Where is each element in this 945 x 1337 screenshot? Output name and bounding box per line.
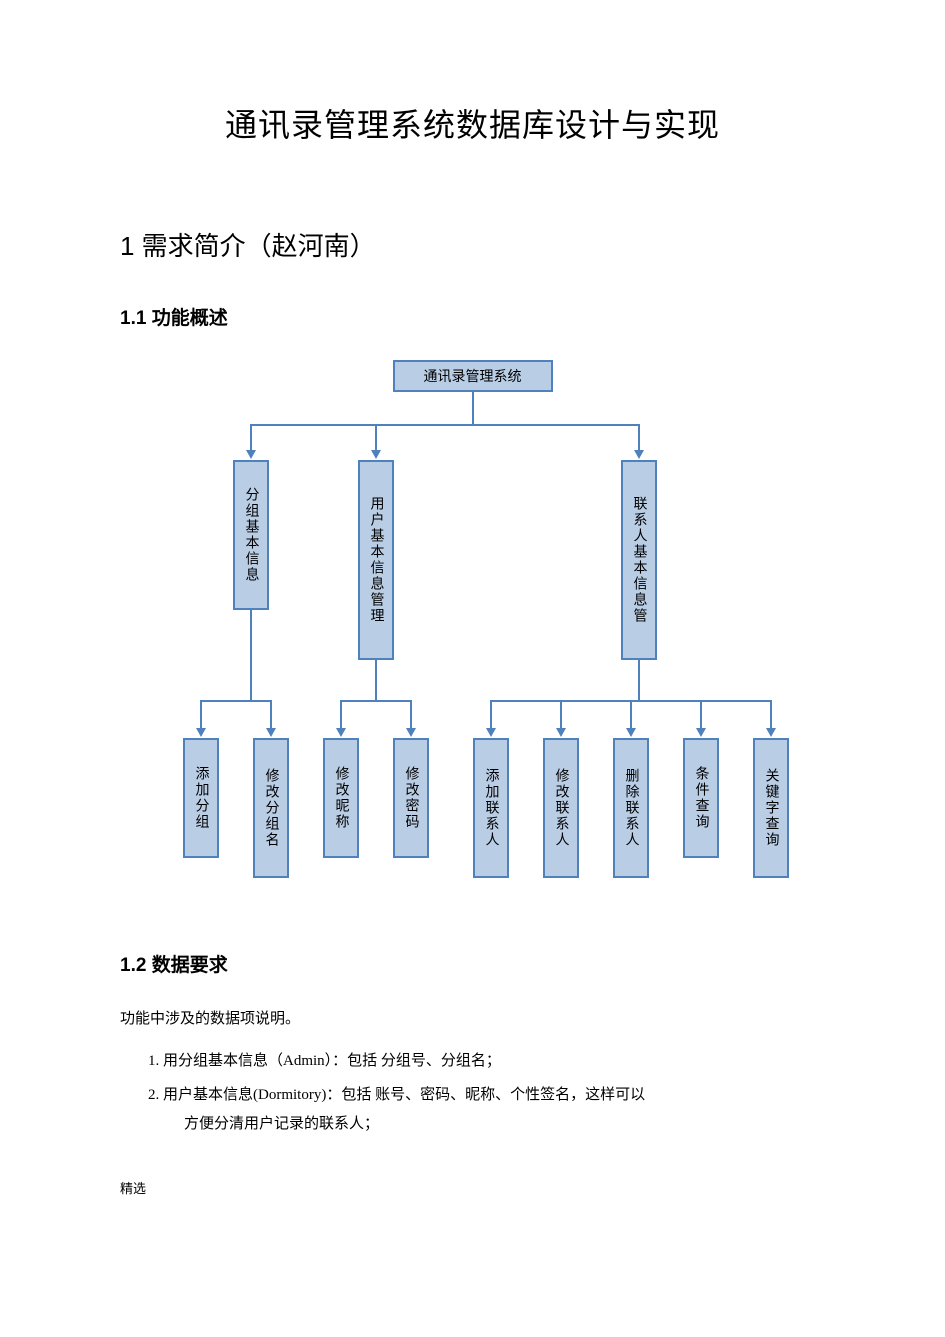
arrowhead-icon	[406, 728, 416, 737]
connector-v	[375, 424, 377, 450]
connector-v	[250, 610, 252, 700]
section-1-2-heading: 1.2 数据要求	[120, 950, 825, 977]
connector-v	[638, 660, 640, 700]
flowchart-node-l8: 条件查询	[683, 738, 719, 858]
flowchart-node-l7: 删除联系人	[613, 738, 649, 878]
connector-h	[341, 700, 411, 702]
flowchart-node-m2: 用户基本信息管理	[358, 460, 394, 660]
connector-v	[200, 700, 202, 728]
section-1-1-heading: 1.1 功能概述	[120, 303, 825, 330]
list-item-2-line2: 方便分清用户记录的联系人；	[148, 1110, 825, 1139]
body-intro-text: 功能中涉及的数据项说明。	[120, 1007, 825, 1033]
footer-text: 精选	[120, 1178, 825, 1197]
hierarchy-flowchart: 通讯录管理系统分组基本信息用户基本信息管理联系人基本信息管添加分组修改分组名修改…	[153, 360, 793, 900]
flowchart-node-l2: 修改分组名	[253, 738, 289, 878]
flowchart-node-l6: 修改联系人	[543, 738, 579, 878]
connector-v	[638, 424, 640, 450]
flowchart-node-l3: 修改昵称	[323, 738, 359, 858]
connector-v	[472, 392, 474, 424]
connector-v	[410, 700, 412, 728]
flowchart-node-l1: 添加分组	[183, 738, 219, 858]
connector-h	[201, 700, 271, 702]
arrowhead-icon	[626, 728, 636, 737]
connector-v	[250, 424, 252, 450]
arrowhead-icon	[266, 728, 276, 737]
connector-v	[630, 700, 632, 728]
arrowhead-icon	[486, 728, 496, 737]
arrowhead-icon	[246, 450, 256, 459]
document-title: 通讯录管理系统数据库设计与实现	[120, 100, 825, 146]
arrowhead-icon	[696, 728, 706, 737]
connector-v	[700, 700, 702, 728]
arrowhead-icon	[556, 728, 566, 737]
flowchart-node-root: 通讯录管理系统	[393, 360, 553, 392]
flowchart-node-l4: 修改密码	[393, 738, 429, 858]
list-item-2-line1: 2. 用户基本信息(Dormitory)：包括 账号、密码、昵称、个性签名，这样…	[148, 1087, 645, 1103]
connector-v	[270, 700, 272, 728]
flowchart-node-l9: 关键字查询	[753, 738, 789, 878]
connector-v	[375, 660, 377, 700]
flowchart-node-m3: 联系人基本信息管	[621, 460, 657, 660]
arrowhead-icon	[336, 728, 346, 737]
arrowhead-icon	[766, 728, 776, 737]
connector-v	[560, 700, 562, 728]
connector-v	[770, 700, 772, 728]
flowchart-node-m1: 分组基本信息	[233, 460, 269, 610]
section-1-heading: 1 需求简介（赵河南）	[120, 226, 825, 263]
connector-h	[251, 424, 639, 426]
arrowhead-icon	[371, 450, 381, 459]
connector-v	[340, 700, 342, 728]
list-item-1: 1. 用分组基本信息（Admin）：包括 分组号、分组名；	[120, 1047, 825, 1076]
document-page: 通讯录管理系统数据库设计与实现 1 需求简介（赵河南） 1.1 功能概述 通讯录…	[0, 0, 945, 1237]
arrowhead-icon	[634, 450, 644, 459]
connector-v	[490, 700, 492, 728]
list-item-2: 2. 用户基本信息(Dormitory)：包括 账号、密码、昵称、个性签名，这样…	[120, 1081, 825, 1138]
flowchart-node-l5: 添加联系人	[473, 738, 509, 878]
arrowhead-icon	[196, 728, 206, 737]
